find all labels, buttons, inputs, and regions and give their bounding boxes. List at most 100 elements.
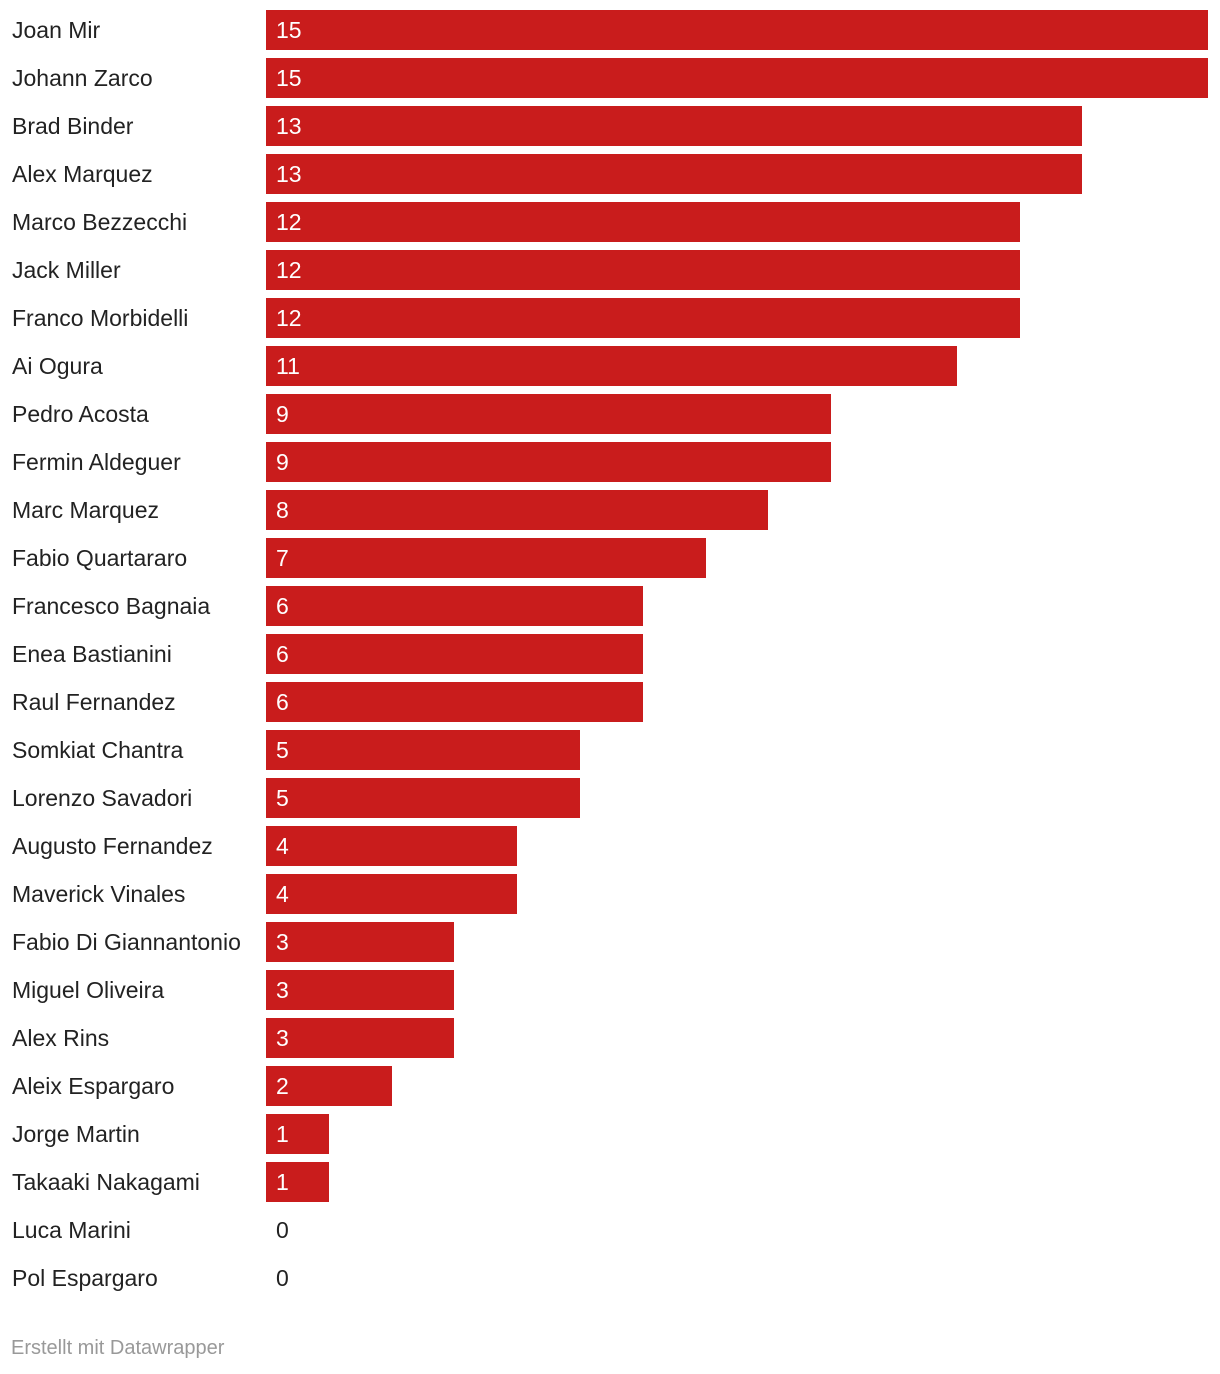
chart-credit[interactable]: Erstellt mit Datawrapper	[11, 1337, 225, 1359]
category-label: Maverick Vinales	[12, 881, 186, 907]
bar	[266, 250, 1020, 290]
bar-row: Pedro Acosta 9	[0, 394, 1220, 434]
bar-value-label: 13	[276, 113, 302, 139]
category-label: Lorenzo Savadori	[12, 785, 193, 811]
category-label: Ai Ogura	[12, 353, 103, 379]
bar-value-label: 15	[276, 17, 302, 43]
category-label: Franco Morbidelli	[12, 305, 189, 331]
bar	[266, 922, 454, 962]
bar-value-label: 12	[276, 257, 302, 283]
bar	[266, 346, 957, 386]
bar	[266, 826, 517, 866]
bar-row: Augusto Fernandez 4	[0, 826, 1220, 866]
bar	[266, 298, 1020, 338]
category-label: Miguel Oliveira	[12, 977, 165, 1003]
bar-row: Jorge Martin 1	[0, 1114, 1220, 1154]
bar	[266, 106, 1082, 146]
bar	[266, 202, 1020, 242]
bar-row: Lorenzo Savadori 5	[0, 778, 1220, 818]
category-label: Jack Miller	[12, 257, 121, 283]
bar-value-label: 6	[276, 689, 289, 715]
bar	[266, 1162, 329, 1202]
category-label: Alex Marquez	[12, 161, 153, 187]
bar	[266, 634, 643, 674]
category-label: Marc Marquez	[12, 497, 159, 523]
bar-value-label: 11	[276, 353, 300, 379]
bar-value-label: 8	[276, 497, 289, 523]
bar	[266, 970, 454, 1010]
bar	[266, 874, 517, 914]
bar-value-label: 0	[276, 1265, 289, 1291]
bar-value-label: 4	[276, 881, 289, 907]
bar-row: Maverick Vinales 4	[0, 874, 1220, 914]
bar-row: Jack Miller 12	[0, 250, 1220, 290]
bar-row: Joan Mir 15	[0, 10, 1220, 50]
bar-value-label: 1	[276, 1169, 289, 1195]
category-label: Augusto Fernandez	[12, 833, 213, 859]
category-label: Fabio Di Giannantonio	[12, 929, 241, 955]
bar-row: Marc Marquez 8	[0, 490, 1220, 530]
bar	[266, 1114, 329, 1154]
bar-row: Alex Rins 3	[0, 1018, 1220, 1058]
category-label: Aleix Espargaro	[12, 1073, 175, 1099]
category-label: Johann Zarco	[12, 65, 153, 91]
category-label: Francesco Bagnaia	[12, 593, 211, 619]
bar-value-label: 9	[276, 449, 289, 475]
bar-row: Alex Marquez 13	[0, 154, 1220, 194]
bar-value-label: 6	[276, 593, 289, 619]
category-label: Brad Binder	[12, 113, 134, 139]
bar-value-label: 2	[276, 1073, 289, 1099]
bar-value-label: 4	[276, 833, 289, 859]
bar-row: Johann Zarco 15	[0, 58, 1220, 98]
bar	[266, 586, 643, 626]
bar	[266, 490, 768, 530]
bar-row: Brad Binder 13	[0, 106, 1220, 146]
bar-value-label: 9	[276, 401, 289, 427]
bar-row: Somkiat Chantra 5	[0, 730, 1220, 770]
bar-value-label: 15	[276, 65, 302, 91]
category-label: Somkiat Chantra	[12, 737, 184, 763]
bar-row: Francesco Bagnaia 6	[0, 586, 1220, 626]
bar-row: Pol Espargaro 0	[0, 1258, 1220, 1298]
bar	[266, 58, 1208, 98]
bar-value-label: 6	[276, 641, 289, 667]
category-label: Alex Rins	[12, 1025, 110, 1051]
bar-row: Marco Bezzecchi 12	[0, 202, 1220, 242]
bar-row: Aleix Espargaro 2	[0, 1066, 1220, 1106]
bar	[266, 538, 706, 578]
bar-row: Takaaki Nakagami 1	[0, 1162, 1220, 1202]
bar	[266, 682, 643, 722]
bar-chart: Joan Mir 15 Johann Zarco 15 Brad Binder 13 Ale…	[0, 10, 1220, 1298]
bar-value-label: 3	[276, 1025, 289, 1051]
category-label: Fabio Quartararo	[12, 545, 188, 571]
bar-row: Franco Morbidelli 12	[0, 298, 1220, 338]
bar	[266, 154, 1082, 194]
bar-value-label: 5	[276, 737, 289, 763]
bar	[266, 1018, 454, 1058]
bar-row: Miguel Oliveira 3	[0, 970, 1220, 1010]
bar-value-label: 0	[276, 1217, 289, 1243]
category-label: Joan Mir	[12, 17, 101, 43]
category-label: Pol Espargaro	[12, 1265, 158, 1291]
bar	[266, 1066, 392, 1106]
category-label: Raul Fernandez	[12, 689, 176, 715]
bar	[266, 778, 580, 818]
bar-row: Luca Marini 0	[0, 1210, 1220, 1250]
bar-value-label: 3	[276, 929, 289, 955]
bar-row: Fermin Aldeguer 9	[0, 442, 1220, 482]
bar-row: Ai Ogura 11	[0, 346, 1220, 386]
bar-row: Raul Fernandez 6	[0, 682, 1220, 722]
bar-value-label: 12	[276, 209, 302, 235]
category-label: Fermin Aldeguer	[12, 449, 181, 475]
bar-value-label: 5	[276, 785, 289, 811]
bar	[266, 442, 831, 482]
category-label: Luca Marini	[12, 1217, 131, 1243]
category-label: Marco Bezzecchi	[12, 209, 188, 235]
bar-value-label: 13	[276, 161, 302, 187]
bar-value-label: 1	[276, 1121, 289, 1147]
bar-row: Fabio Quartararo 7	[0, 538, 1220, 578]
bar	[266, 394, 831, 434]
bar-row: Enea Bastianini 6	[0, 634, 1220, 674]
category-label: Takaaki Nakagami	[12, 1169, 200, 1195]
category-label: Jorge Martin	[12, 1121, 140, 1147]
